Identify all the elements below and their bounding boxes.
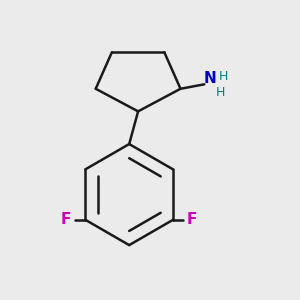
Text: H: H [219,70,228,83]
Text: N: N [204,71,217,86]
Text: F: F [61,212,71,227]
Text: H: H [216,86,225,99]
Text: F: F [187,212,197,227]
